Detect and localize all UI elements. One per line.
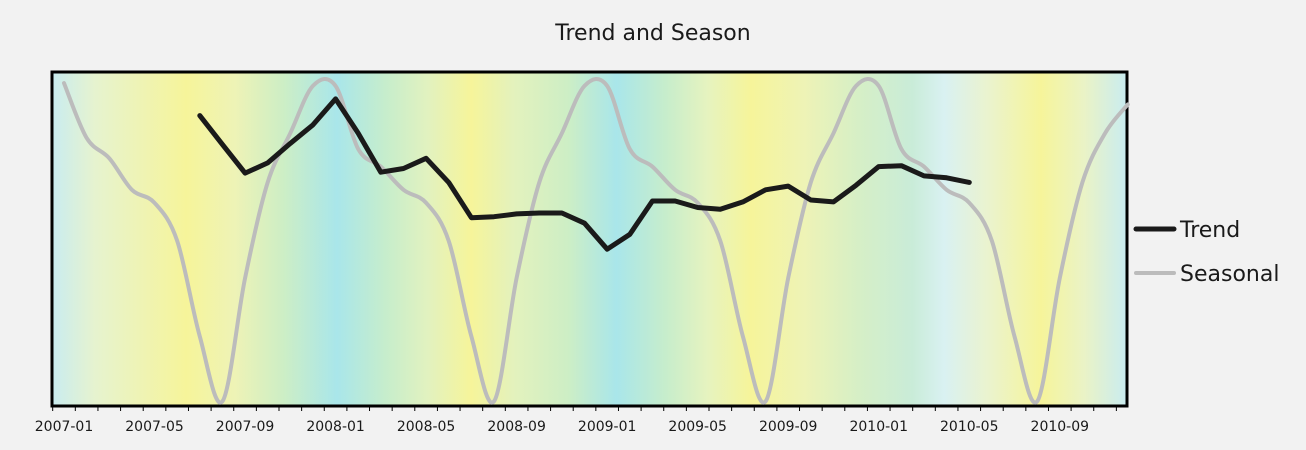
x-tick-label: 2008-01 xyxy=(306,419,365,435)
x-tick-label: 2010-09 xyxy=(1031,419,1090,435)
x-tick-label: 2009-01 xyxy=(578,419,637,435)
series-layer xyxy=(62,77,1130,405)
x-tick-label: 2009-09 xyxy=(759,419,818,435)
legend: Trend Seasonal xyxy=(1133,218,1279,287)
plot-area xyxy=(50,70,1129,408)
x-tick-label: 2007-09 xyxy=(216,419,275,435)
x-tick-label: 2007-05 xyxy=(125,419,184,435)
x-tick-label: 2008-09 xyxy=(487,419,546,435)
chart-title: Trend and Season xyxy=(554,21,750,46)
x-tick-label: 2010-05 xyxy=(940,419,999,435)
x-tick-label: 2009-05 xyxy=(668,419,727,435)
x-axis: 2007-01 2007-05 2007-09 2008-01 2008-05 2008-… xyxy=(35,406,1117,435)
legend-label-seasonal: Seasonal xyxy=(1180,262,1279,287)
series-line-trend xyxy=(197,96,972,252)
x-tick-label: 2008-05 xyxy=(397,419,456,435)
series-line-seasonal xyxy=(62,77,1130,405)
x-tick-label: 2007-01 xyxy=(35,419,94,435)
x-tick-label: 2010-01 xyxy=(849,419,908,435)
legend-label-trend: Trend xyxy=(1179,218,1240,243)
